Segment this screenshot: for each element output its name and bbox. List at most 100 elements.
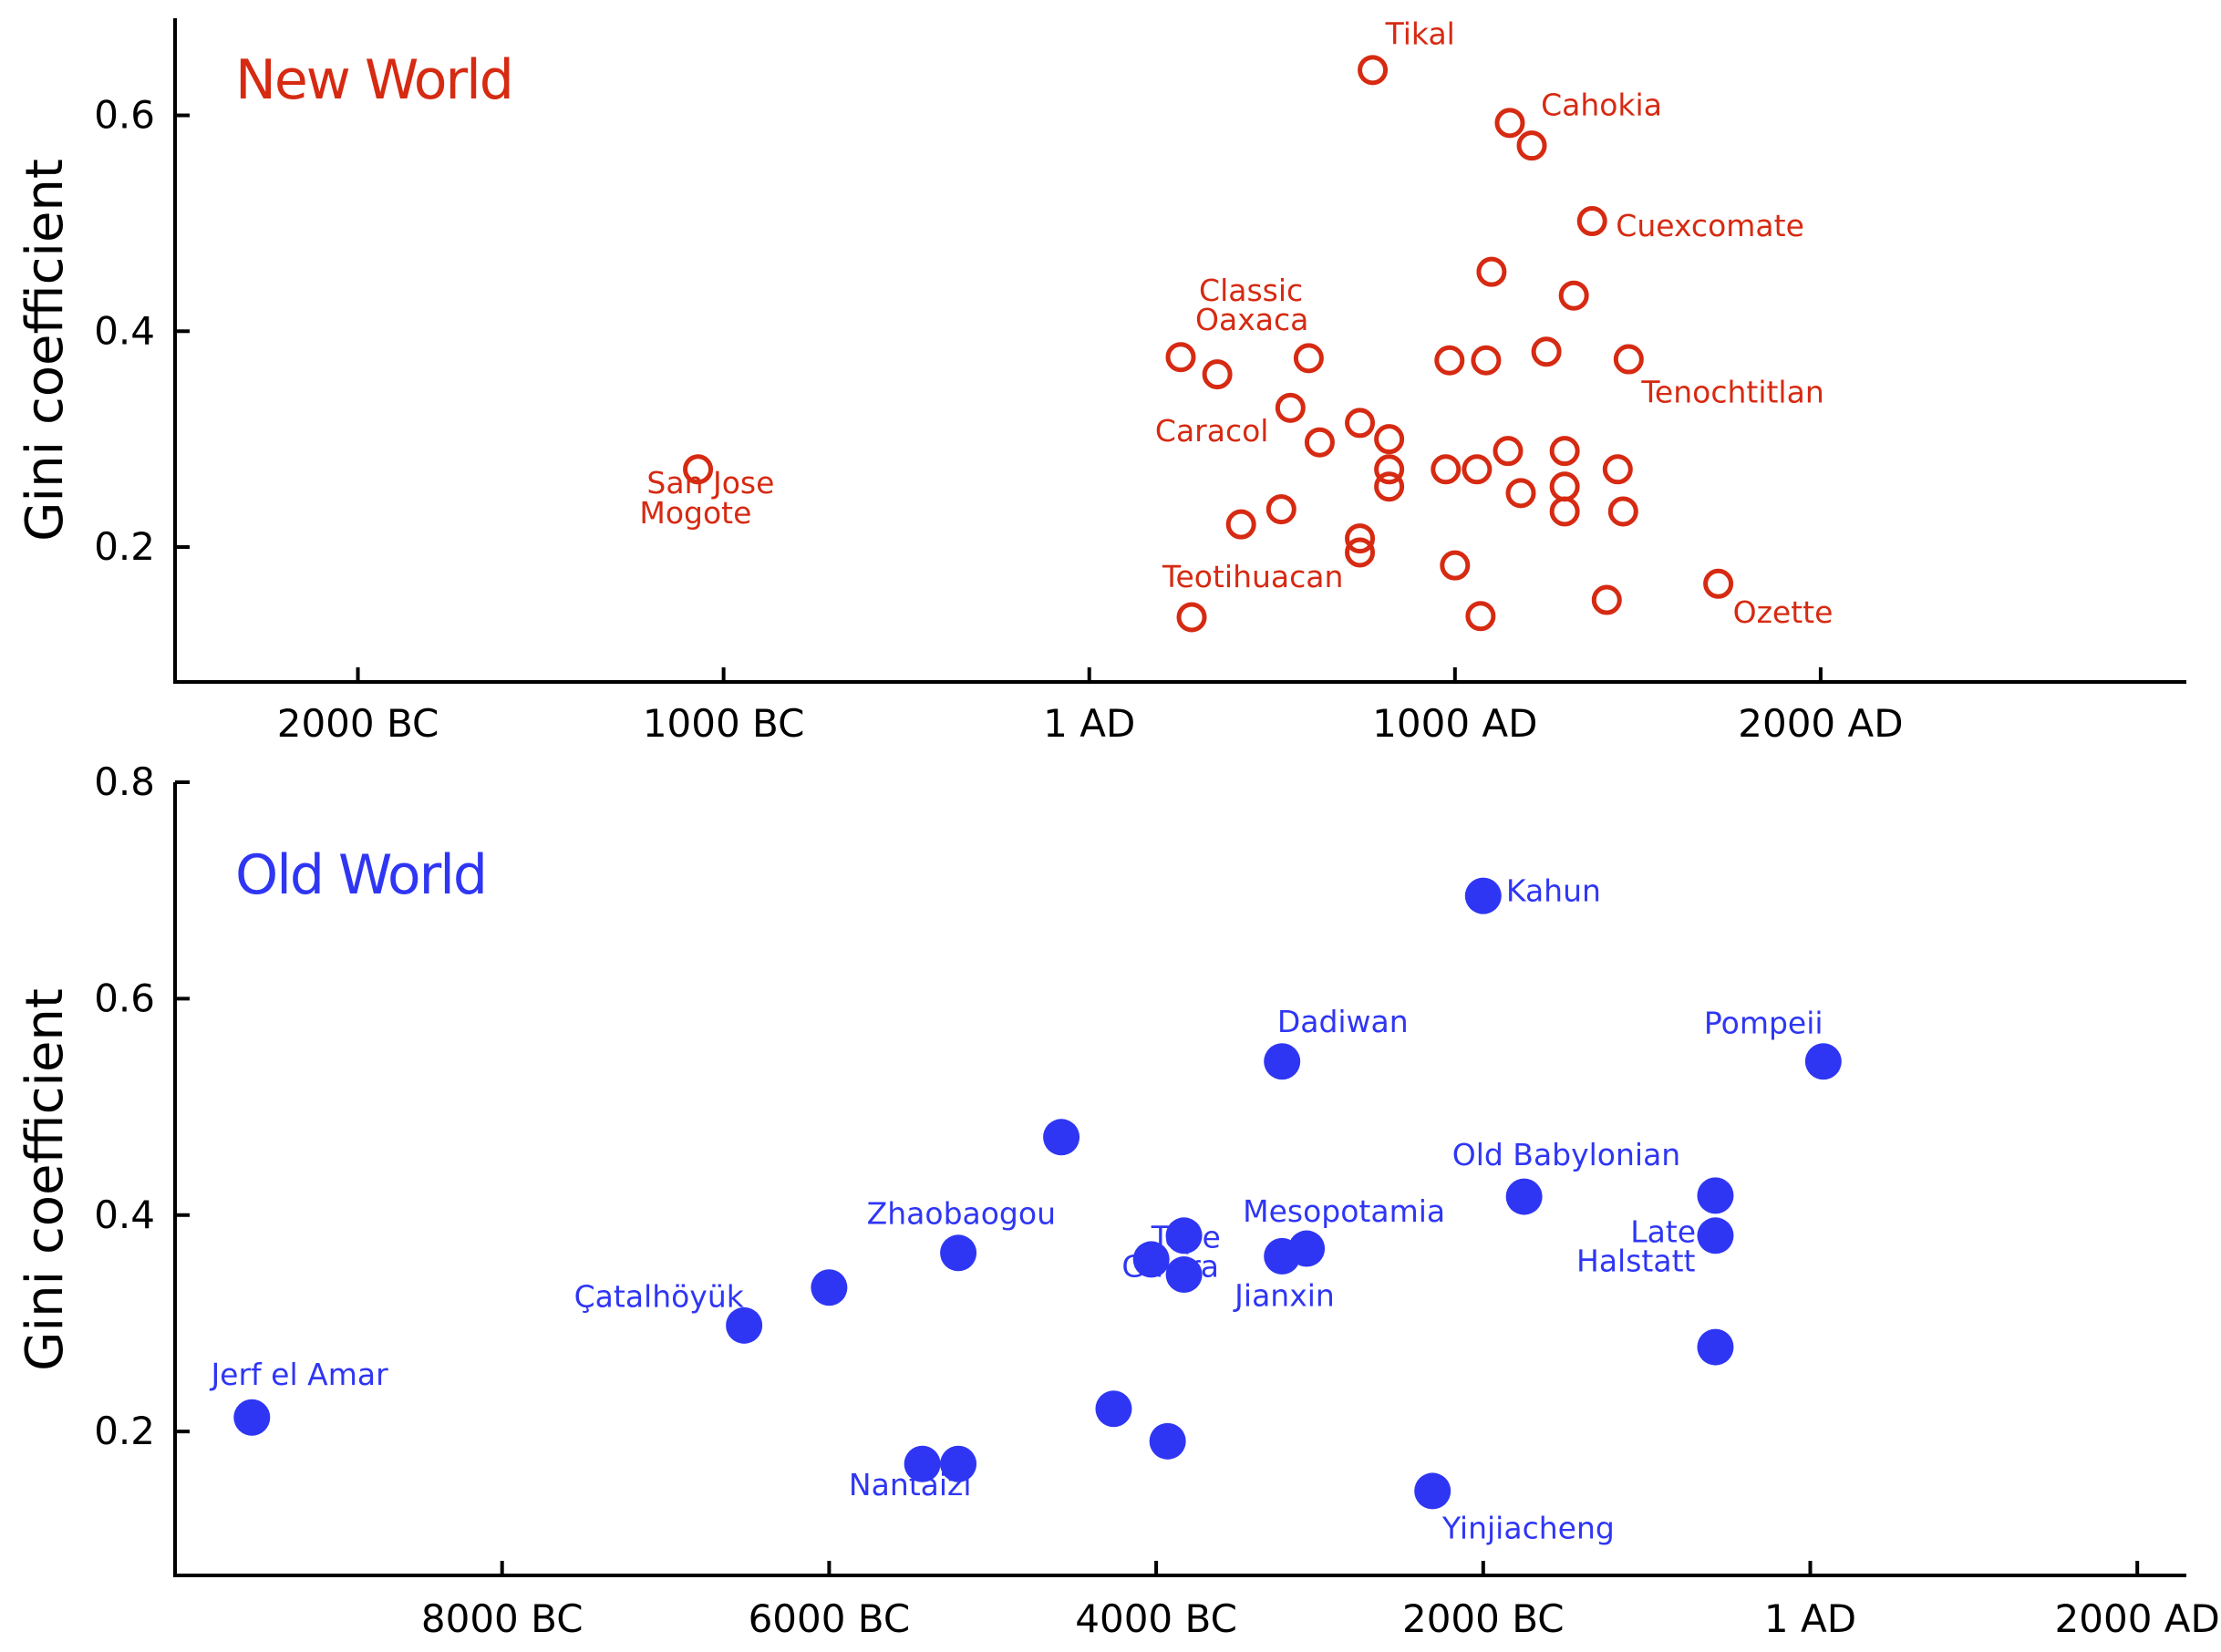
panel-title: Old World	[235, 843, 486, 907]
x-tick-label: 1000 BC	[643, 701, 805, 746]
data-point	[1225, 509, 1256, 540]
y-tick-label: 0.4	[94, 1193, 155, 1237]
point-label: Halstatt	[1576, 1243, 1695, 1278]
data-point	[1293, 343, 1324, 374]
data-point	[1202, 359, 1233, 390]
data-point	[1697, 1177, 1734, 1214]
data-point	[940, 1445, 977, 1482]
data-point	[1434, 345, 1465, 376]
point-label: Pompeii	[1704, 1005, 1823, 1040]
data-point	[1414, 1472, 1451, 1510]
data-point	[1358, 55, 1389, 86]
x-tick-label: 1 AD	[1764, 1596, 1856, 1641]
y-tick-label: 0.2	[94, 1409, 155, 1453]
data-point	[726, 1306, 763, 1344]
y-axis-title: Gini coefficient	[15, 988, 75, 1371]
y-tick-label: 0.8	[94, 759, 155, 804]
data-point	[1264, 1043, 1301, 1080]
data-point	[1549, 496, 1580, 527]
data-point	[940, 1234, 977, 1272]
data-point	[1165, 1217, 1203, 1254]
data-point	[1165, 342, 1196, 373]
data-point	[1471, 345, 1502, 376]
data-point	[1374, 471, 1405, 502]
x-tick-label: 2000 BC	[1402, 1596, 1565, 1641]
data-point	[1275, 392, 1306, 423]
data-point	[683, 454, 714, 485]
data-point	[1558, 280, 1589, 311]
data-point	[1607, 496, 1638, 527]
point-label: Zhaobaogou	[867, 1195, 1056, 1231]
old-world-panel: 0.2 0.4 0.6 0.8 8000 BC 6000 BC 4000 BC 2000 BC…	[15, 759, 2220, 1641]
data-point	[1531, 336, 1562, 367]
x-tick-label: 1000 AD	[1372, 701, 1537, 746]
point-label: Tenochtitlan	[1640, 374, 1823, 409]
point-label: Tepe	[1151, 1219, 1221, 1254]
data-point	[1804, 1043, 1842, 1080]
data-point	[1345, 537, 1376, 568]
x-tick-label: 1 AD	[1043, 701, 1135, 746]
point-label: Old Babylonian	[1452, 1137, 1681, 1172]
data-point	[1576, 206, 1607, 237]
point-label: Mogote	[639, 495, 751, 531]
data-point	[1549, 471, 1580, 502]
point-label: Caracol	[1155, 413, 1269, 449]
point-label: Kahun	[1506, 873, 1601, 909]
data-point	[1095, 1390, 1132, 1428]
point-label: Dadiwan	[1277, 1004, 1409, 1039]
point-label: Çatalhöyük	[574, 1279, 745, 1315]
y-tick-label: 0.6	[94, 976, 155, 1020]
x-tick-label: 6000 BC	[749, 1596, 911, 1641]
point-label: Late	[1630, 1213, 1696, 1249]
data-point	[233, 1399, 271, 1436]
data-point	[1613, 344, 1644, 375]
x-tick-label: 2000 BC	[277, 701, 439, 746]
point-label: Gawra	[1121, 1248, 1219, 1284]
y-tick-label: 0.4	[94, 308, 155, 353]
data-point	[1516, 130, 1547, 161]
data-point	[1549, 436, 1580, 467]
data-point	[1165, 1256, 1203, 1294]
data-point	[1462, 454, 1493, 485]
data-point	[1602, 454, 1633, 485]
data-point	[811, 1269, 848, 1306]
data-point	[1494, 108, 1525, 139]
data-point	[1431, 454, 1462, 485]
data-point	[1505, 478, 1536, 509]
data-point	[1505, 1178, 1543, 1215]
data-point	[1043, 1119, 1080, 1156]
new-world-panel: 0.2 0.4 0.6 2000 BC 1000 BC 1 AD 1000 AD 2000 A…	[15, 15, 2186, 746]
data-point	[1288, 1230, 1326, 1267]
data-point	[1476, 256, 1507, 287]
data-point	[1345, 408, 1376, 439]
point-label: Jianxin	[1233, 1277, 1335, 1313]
data-point	[1149, 1422, 1186, 1460]
point-label: San Jose	[646, 465, 774, 501]
data-point	[1132, 1241, 1170, 1278]
data-point	[1697, 1328, 1734, 1366]
y-tick-label: 0.2	[94, 524, 155, 569]
point-label: Mesopotamia	[1243, 1193, 1445, 1229]
data-point	[1304, 427, 1335, 458]
point-label: Teotihuacan	[1162, 559, 1343, 594]
data-point	[1591, 584, 1622, 615]
data-point	[1697, 1217, 1734, 1254]
data-point	[1345, 523, 1376, 554]
x-tick-label: 2000 AD	[2055, 1596, 2220, 1641]
data-point	[1703, 568, 1734, 599]
point-label: Cuexcomate	[1616, 208, 1804, 243]
data-point	[1176, 602, 1207, 633]
x-tick-label: 8000 BC	[421, 1596, 584, 1641]
data-point	[1465, 601, 1496, 632]
x-tick-label: 4000 BC	[1075, 1596, 1237, 1641]
data-point	[1464, 877, 1502, 914]
y-axis-title: Gini coefficient	[15, 159, 75, 542]
data-point	[1374, 454, 1405, 485]
panel-title: New World	[235, 48, 512, 112]
data-point	[1265, 494, 1296, 525]
data-point	[1374, 424, 1405, 455]
point-label: Tikal	[1385, 15, 1455, 51]
y-tick-label: 0.6	[94, 93, 155, 138]
